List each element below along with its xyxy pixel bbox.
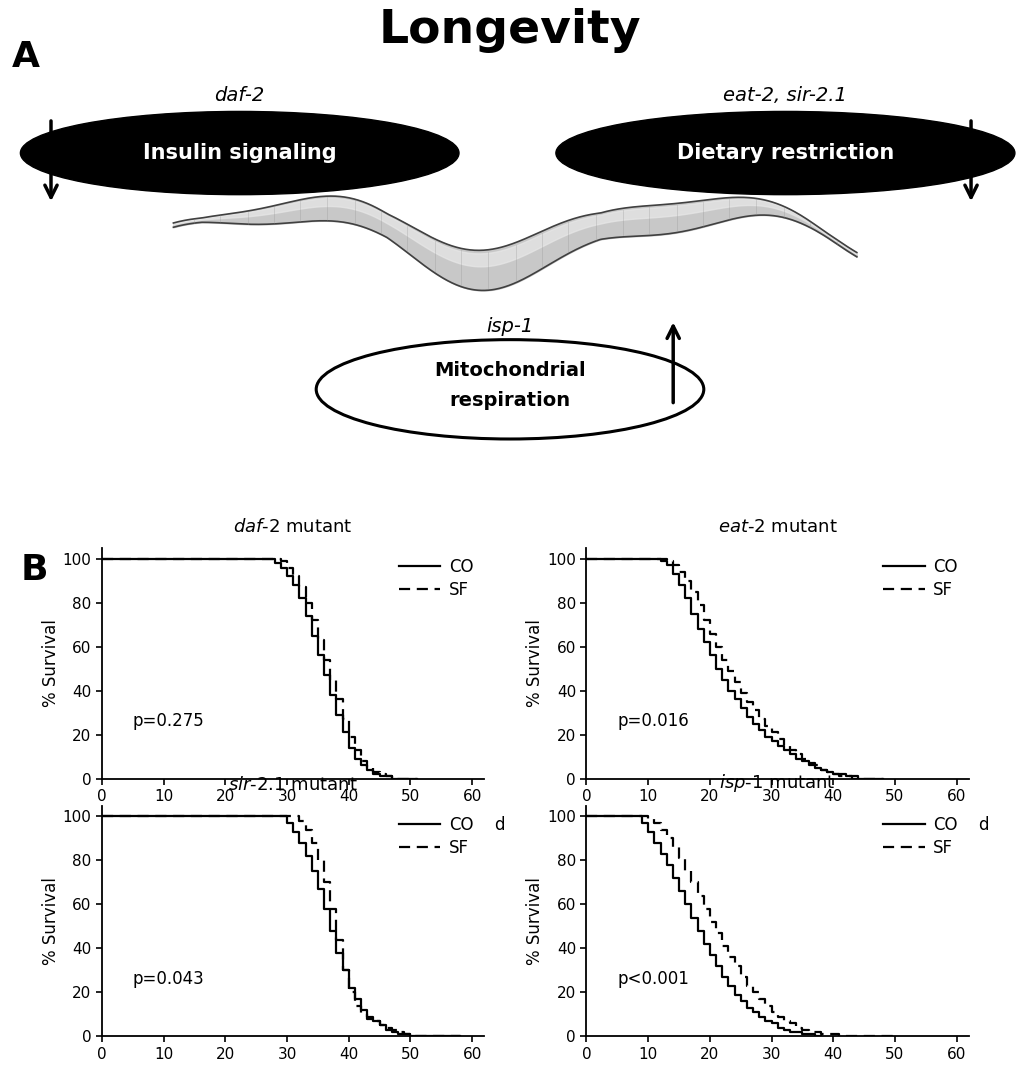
Text: p=0.275: p=0.275 <box>132 712 204 730</box>
Ellipse shape <box>555 112 1014 194</box>
Text: Longevity: Longevity <box>378 8 641 53</box>
Text: $\mathit{eat\text{-}2}$ mutant: $\mathit{eat\text{-}2}$ mutant <box>717 518 837 536</box>
Y-axis label: % Survival: % Survival <box>42 620 60 707</box>
Legend: CO, SF: CO, SF <box>391 551 480 606</box>
Text: eat-2, sir-2.1: eat-2, sir-2.1 <box>722 86 847 104</box>
Text: daf-2: daf-2 <box>214 86 265 104</box>
Text: p<0.001: p<0.001 <box>616 970 688 988</box>
Y-axis label: % Survival: % Survival <box>42 877 60 964</box>
Text: B: B <box>20 553 48 587</box>
Text: respiration: respiration <box>449 391 570 410</box>
Text: Mitochondrial: Mitochondrial <box>434 361 585 380</box>
Text: d: d <box>493 816 503 834</box>
Ellipse shape <box>20 112 459 194</box>
Legend: CO, SF: CO, SF <box>391 809 480 863</box>
Text: $\mathit{isp\text{-}1}$ mutant: $\mathit{isp\text{-}1}$ mutant <box>718 772 836 794</box>
Legend: CO, SF: CO, SF <box>875 551 964 606</box>
Text: A: A <box>12 41 40 74</box>
Y-axis label: % Survival: % Survival <box>526 877 544 964</box>
Legend: CO, SF: CO, SF <box>875 809 964 863</box>
Text: d: d <box>977 816 987 834</box>
Text: p=0.016: p=0.016 <box>616 712 688 730</box>
Ellipse shape <box>316 339 703 439</box>
Text: Insulin signaling: Insulin signaling <box>143 143 336 163</box>
Text: Dietary restriction: Dietary restriction <box>677 143 893 163</box>
Text: $\mathit{sir\text{-}2\text{.}1}$ mutant: $\mathit{sir\text{-}2\text{.}1}$ mutant <box>228 775 358 794</box>
Text: p=0.043: p=0.043 <box>132 970 204 988</box>
Text: $\mathit{daf\text{-}2}$ mutant: $\mathit{daf\text{-}2}$ mutant <box>233 518 353 536</box>
Text: isp-1: isp-1 <box>486 317 533 335</box>
Y-axis label: % Survival: % Survival <box>526 620 544 707</box>
